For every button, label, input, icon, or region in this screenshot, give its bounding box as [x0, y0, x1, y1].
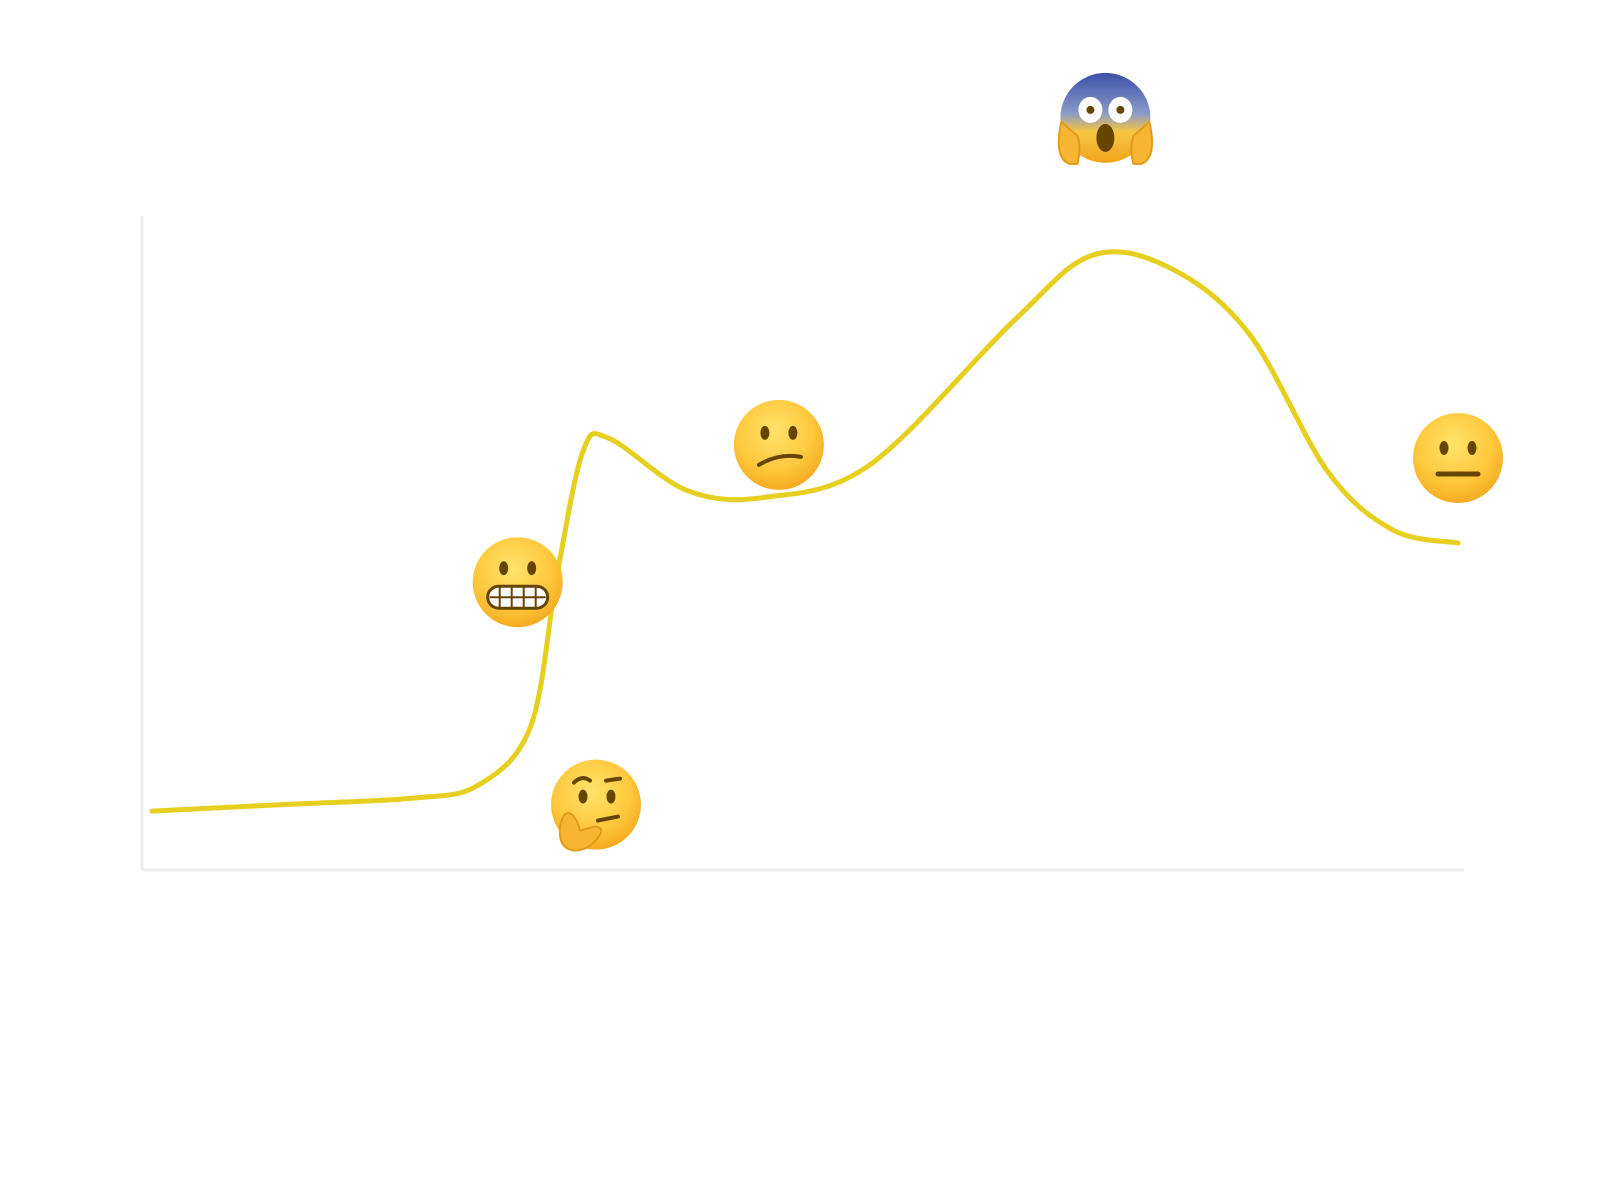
confused-face-icon — [733, 399, 824, 490]
screaming-face-icon — [1057, 72, 1154, 165]
axes — [140, 216, 1464, 872]
thinking-face-icon — [551, 759, 641, 852]
grimacing-face-icon — [472, 537, 563, 628]
emoji-annotations — [472, 72, 1503, 852]
series-line — [149, 249, 1461, 814]
neutral-face-icon — [1413, 413, 1503, 503]
